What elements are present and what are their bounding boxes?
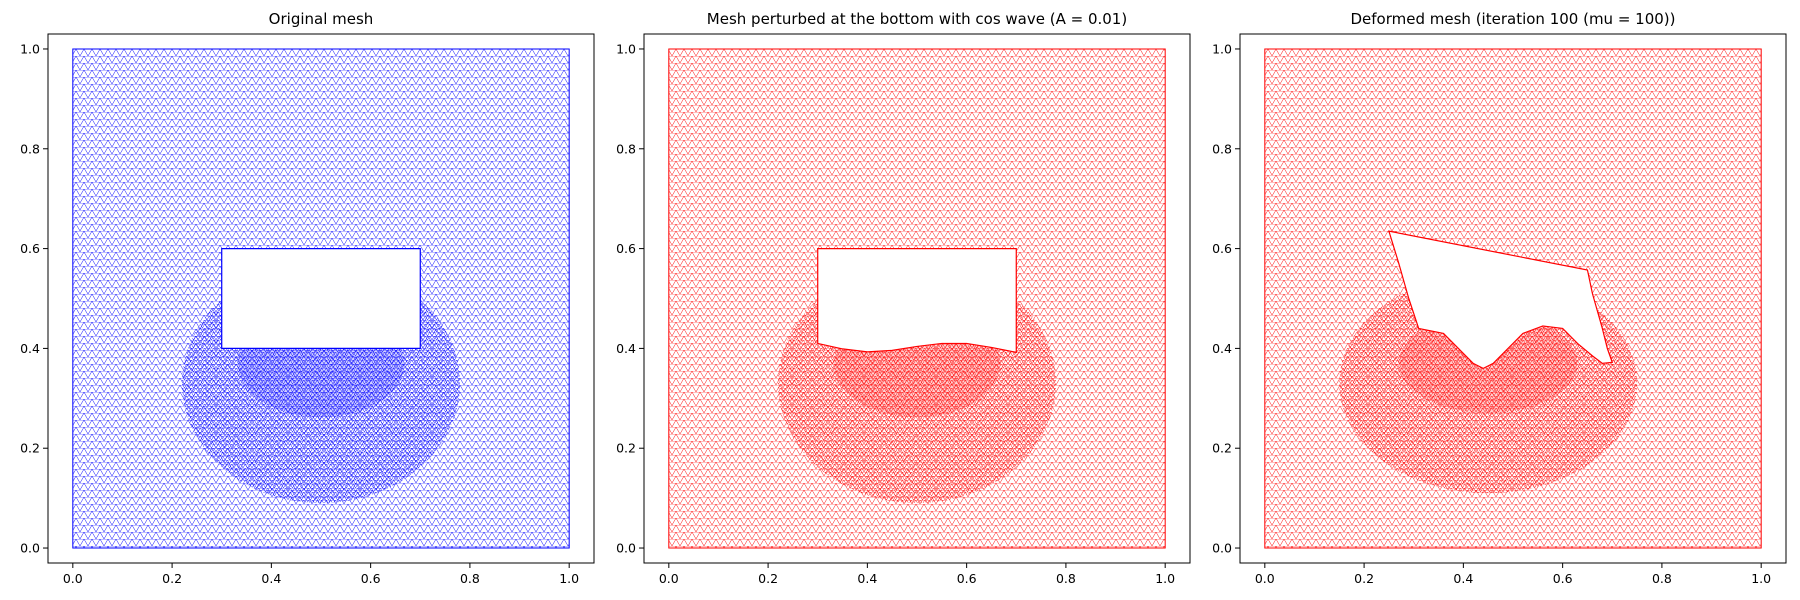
y-tick-label: 0.6 — [1212, 241, 1232, 256]
x-tick-label: 0.0 — [659, 571, 679, 586]
x-tick-label: 0.6 — [957, 571, 977, 586]
y-tick-label: 1.0 — [616, 41, 636, 56]
x-tick-label: 0.4 — [857, 571, 877, 586]
x-tick-label: 0.6 — [1553, 571, 1573, 586]
x-tick-label: 1.0 — [1751, 571, 1771, 586]
y-tick-label: 0.2 — [20, 441, 40, 456]
panel-title: Deformed mesh (iteration 100 (mu = 100)) — [1351, 10, 1676, 28]
y-tick-label: 0.2 — [616, 441, 636, 456]
panel-title: Mesh perturbed at the bottom with cos wa… — [707, 10, 1127, 28]
x-tick-label: 0.2 — [162, 571, 182, 586]
y-tick-label: 0.6 — [616, 241, 636, 256]
axes-frame — [643, 33, 1191, 564]
mesh-hole — [221, 247, 421, 350]
y-tick-label: 0.8 — [20, 141, 40, 156]
mesh-hole — [817, 247, 1017, 354]
y-tick-label: 0.8 — [1212, 141, 1232, 156]
panel-title: Original mesh — [269, 10, 374, 28]
y-tick-label: 0.8 — [616, 141, 636, 156]
x-tick-label: 0.8 — [460, 571, 480, 586]
mesh-panel-3: 0.0 0.2 0.4 0.6 0.8 1.0 0.0 0.2 0.4 0.6 0.8 1.0 Defo… — [1212, 10, 1787, 586]
x-tick-label: 0.6 — [361, 571, 381, 586]
mesh-hole — [1388, 230, 1614, 370]
y-tick-label: 1.0 — [20, 41, 40, 56]
y-tick-label: 0.0 — [616, 541, 636, 556]
x-tick-label: 0.4 — [1453, 571, 1473, 586]
x-tick-label: 0.8 — [1652, 571, 1672, 586]
axes-frame — [1239, 33, 1787, 564]
x-tick-label: 0.4 — [261, 571, 281, 586]
x-tick-label: 1.0 — [1155, 571, 1175, 586]
y-tick-label: 0.0 — [20, 541, 40, 556]
x-tick-label: 0.8 — [1056, 571, 1076, 586]
x-tick-label: 0.0 — [1255, 571, 1275, 586]
y-tick-label: 0.2 — [1212, 441, 1232, 456]
y-tick-label: 0.4 — [616, 341, 636, 356]
y-tick-label: 0.4 — [20, 341, 40, 356]
y-tick-label: 0.0 — [1212, 541, 1232, 556]
x-tick-label: 0.2 — [758, 571, 778, 586]
mesh-panel-2: 0.0 0.2 0.4 0.6 0.8 1.0 0.0 0.2 0.4 0.6 0.8 1.0 Mesh… — [616, 10, 1191, 586]
y-tick-label: 1.0 — [1212, 41, 1232, 56]
axes-frame — [47, 33, 595, 564]
mesh-panel-1: 0.0 0.2 0.4 0.6 0.8 1.0 0.0 0.2 0.4 0.6 0.8 1.0 Orig… — [20, 10, 595, 586]
x-tick-label: 0.0 — [63, 571, 83, 586]
x-tick-label: 1.0 — [559, 571, 579, 586]
y-tick-label: 0.4 — [1212, 341, 1232, 356]
x-tick-label: 0.2 — [1354, 571, 1374, 586]
y-tick-label: 0.6 — [20, 241, 40, 256]
